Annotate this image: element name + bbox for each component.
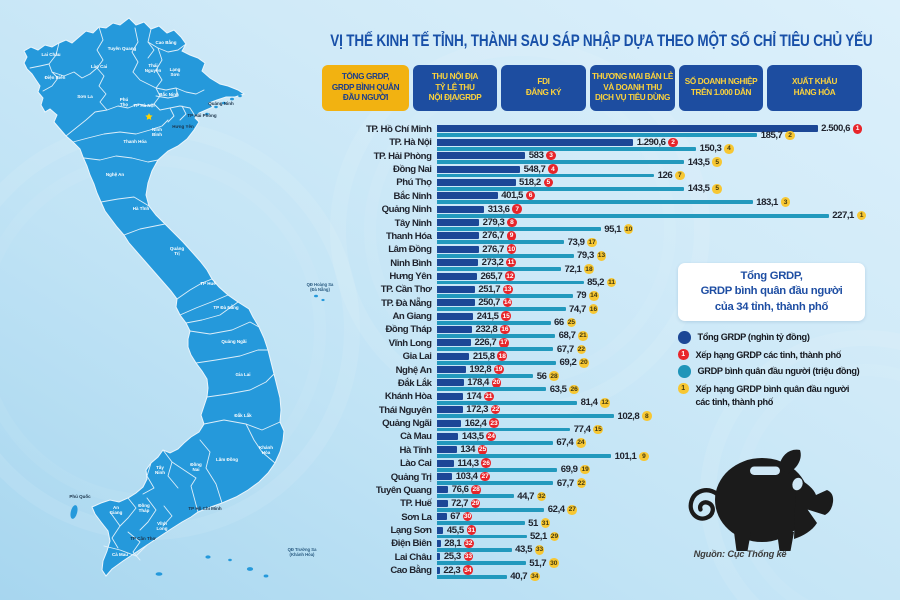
svg-text:Quảng Ngãi: Quảng Ngãi xyxy=(221,339,246,344)
svg-text:QĐ Trường Sa(Khánh Hòa): QĐ Trường Sa (Khánh Hòa) xyxy=(288,547,317,557)
svg-text:Điện Biên: Điện Biên xyxy=(45,75,66,80)
svg-text:TP Đà Nẵng: TP Đà Nẵng xyxy=(213,304,238,310)
svg-text:Gia Lai: Gia Lai xyxy=(235,372,250,377)
svg-text:QĐ Hoàng Sa(Đà Nẵng): QĐ Hoàng Sa (Đà Nẵng) xyxy=(307,282,334,292)
svg-text:TP Huế: TP Huế xyxy=(200,280,216,286)
svg-text:Bắc Ninh: Bắc Ninh xyxy=(159,91,179,97)
svg-text:TP Hải Phòng: TP Hải Phòng xyxy=(187,113,216,118)
svg-text:Quảng Ninh: Quảng Ninh xyxy=(208,101,234,106)
svg-text:Hà Tĩnh: Hà Tĩnh xyxy=(133,206,150,211)
svg-text:Lâm Đồng: Lâm Đồng xyxy=(216,457,238,462)
svg-text:Lào Cai: Lào Cai xyxy=(91,64,107,69)
svg-text:Nghệ An: Nghệ An xyxy=(106,172,125,177)
svg-text:Phú Quốc: Phú Quốc xyxy=(69,493,91,499)
svg-text:Lai Châu: Lai Châu xyxy=(41,52,60,57)
svg-text:Tuyên Quang: Tuyên Quang xyxy=(108,46,137,51)
svg-text:Sơn La: Sơn La xyxy=(77,94,93,99)
svg-text:TP Cần Thơ: TP Cần Thơ xyxy=(130,536,156,541)
svg-text:Đắk Lắk: Đắk Lắk xyxy=(234,412,252,418)
svg-text:Thanh Hóa: Thanh Hóa xyxy=(123,139,147,144)
svg-text:TP Hà Nội: TP Hà Nội xyxy=(133,103,154,108)
svg-text:Hưng Yên: Hưng Yên xyxy=(172,124,194,129)
svg-text:Cà Mau: Cà Mau xyxy=(112,552,128,557)
svg-text:Cao Bằng: Cao Bằng xyxy=(155,39,176,45)
svg-text:TP Hồ Chí Minh: TP Hồ Chí Minh xyxy=(188,506,221,511)
